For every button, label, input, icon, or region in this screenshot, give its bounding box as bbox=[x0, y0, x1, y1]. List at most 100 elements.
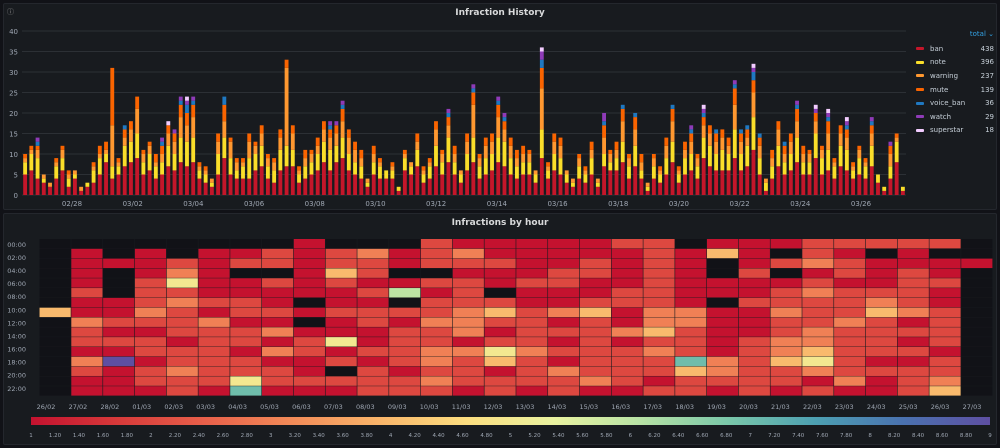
legend-swatch bbox=[916, 60, 924, 64]
bar-segment-mute bbox=[353, 141, 357, 150]
scale-tick-label: 2.20 bbox=[169, 433, 182, 439]
bar-segment-note bbox=[97, 158, 102, 175]
heatmap-cell bbox=[961, 376, 993, 386]
heatmap-cell bbox=[865, 288, 898, 298]
heatmap-cell bbox=[198, 288, 230, 298]
bar-segment-ban bbox=[29, 170, 34, 195]
heatmap-chart[interactable]: 00:00 02:00 04:00 06:00 08:00 10:00 12:00 14:00… bbox=[4, 214, 996, 444]
bar-segment-ban bbox=[782, 174, 787, 195]
scale-tick-label: 6.20 bbox=[648, 433, 661, 439]
heatmap-cell bbox=[71, 356, 103, 367]
bar-segment-watch bbox=[340, 100, 345, 105]
scale-tick-label: 1.60 bbox=[97, 433, 110, 439]
heatmap-cell bbox=[484, 288, 516, 298]
bar-segment-warning bbox=[353, 149, 357, 163]
bar-segment-warning bbox=[122, 137, 127, 146]
bar-segment-warning bbox=[135, 108, 140, 134]
heatmap-cell bbox=[611, 248, 643, 259]
bar-segment-note bbox=[272, 170, 277, 183]
y-tick-label: 22:00 bbox=[7, 385, 26, 393]
heatmap-cell bbox=[706, 356, 739, 367]
heatmap-cell bbox=[134, 258, 167, 269]
legend-item-warning[interactable]: warning 237 bbox=[916, 69, 994, 83]
x-tick-label: 13/03 bbox=[516, 403, 535, 411]
bar-segment-mute bbox=[651, 154, 656, 159]
bar-segment-note bbox=[670, 141, 675, 163]
heatmap-cell bbox=[643, 327, 675, 337]
legend-sort-total[interactable]: total ⌄ bbox=[969, 30, 994, 38]
bar-segment-warning bbox=[701, 125, 706, 138]
x-tick-label: 07/03 bbox=[324, 403, 343, 411]
heatmap-cell bbox=[39, 346, 71, 357]
heatmap-cell bbox=[262, 337, 294, 347]
heatmap-cell bbox=[134, 307, 167, 318]
bar-segment-ban bbox=[508, 174, 513, 195]
legend-item-note[interactable]: note 396 bbox=[916, 56, 994, 70]
bar-segment-warning bbox=[807, 154, 812, 163]
legend-item-voice_ban[interactable]: voice_ban 36 bbox=[916, 96, 994, 110]
bar-segment-ban bbox=[265, 178, 270, 195]
scale-tick-label: 3.20 bbox=[289, 433, 302, 439]
stacked-bar-chart[interactable]: 0 5 10 15 20 25 30 35 40 02/28 03/02 03/04 03/06 03/0… bbox=[4, 4, 909, 208]
bar-segment-warning bbox=[290, 133, 295, 150]
bar-segment-warning bbox=[683, 149, 687, 159]
heatmap-cell bbox=[166, 366, 198, 376]
x-tick-label: 03/14 bbox=[487, 200, 508, 208]
heatmap-cell bbox=[389, 278, 421, 288]
heatmap-cell bbox=[484, 327, 516, 337]
heatmap-cell bbox=[548, 356, 580, 367]
bar-segment-ban bbox=[521, 174, 526, 195]
heatmap-cell bbox=[166, 288, 198, 298]
heatmap-cell bbox=[548, 317, 580, 327]
bar-segment-warning bbox=[378, 162, 382, 167]
bar-segment-mute bbox=[278, 129, 283, 138]
heatmap-cell bbox=[675, 248, 707, 259]
heatmap-cell bbox=[643, 317, 675, 327]
heatmap-cell bbox=[357, 258, 389, 269]
heatmap-cell bbox=[675, 386, 707, 396]
heatmap-cell bbox=[389, 366, 421, 376]
bar-segment-warning bbox=[315, 145, 320, 154]
bar-segment-voice_ban bbox=[502, 117, 507, 122]
legend-item-superstar[interactable]: superstar 18 bbox=[916, 124, 994, 138]
bar-segment-voice_ban bbox=[122, 125, 127, 130]
bar-segment-warning bbox=[434, 129, 438, 146]
heatmap-cell bbox=[166, 376, 198, 386]
heatmap-cell bbox=[738, 376, 770, 386]
heatmap-cell bbox=[389, 288, 421, 298]
scale-tick-label: 6.40 bbox=[672, 433, 685, 439]
heatmap-cell bbox=[262, 288, 294, 298]
info-icon[interactable]: ⓘ bbox=[7, 8, 14, 16]
legend-item-mute[interactable]: mute 139 bbox=[916, 83, 994, 97]
heatmap-cell bbox=[865, 278, 898, 288]
heatmap-cell bbox=[802, 376, 834, 386]
bar-segment-ban bbox=[185, 166, 189, 195]
heatmap-cell bbox=[230, 248, 262, 259]
heatmap-cell bbox=[230, 386, 262, 396]
legend-total: 18 bbox=[985, 126, 994, 135]
x-tick-label: 21/03 bbox=[771, 403, 790, 411]
bar-segment-warning bbox=[745, 137, 750, 146]
y-tick-label: 25 bbox=[9, 90, 18, 98]
heatmap-cell bbox=[548, 337, 580, 347]
bar-segment-mute bbox=[110, 67, 115, 126]
bar-segment-voice_ban bbox=[689, 129, 694, 134]
bar-segment-note bbox=[782, 162, 787, 175]
legend-item-ban[interactable]: ban 438 bbox=[916, 42, 994, 56]
bar-segment-mute bbox=[147, 141, 152, 146]
scale-tick-label: 8.60 bbox=[936, 433, 949, 439]
bar-segment-warning bbox=[838, 133, 843, 146]
bar-segment-ban bbox=[309, 174, 314, 195]
bar-segment-mute bbox=[664, 137, 669, 146]
bar-segment-note bbox=[651, 166, 656, 179]
heatmap-cell bbox=[230, 366, 262, 376]
x-tick-label: 03/20 bbox=[669, 200, 689, 208]
legend-total: 396 bbox=[980, 58, 994, 67]
heatmap-cell bbox=[420, 356, 453, 367]
bar-segment-mute bbox=[421, 166, 426, 171]
bar-segment-ban bbox=[876, 182, 880, 195]
heatmap-cell bbox=[770, 258, 802, 269]
heatmap-cell bbox=[929, 356, 961, 367]
legend-item-watch[interactable]: watch 29 bbox=[916, 110, 994, 124]
bar-segment-mute bbox=[589, 141, 594, 150]
